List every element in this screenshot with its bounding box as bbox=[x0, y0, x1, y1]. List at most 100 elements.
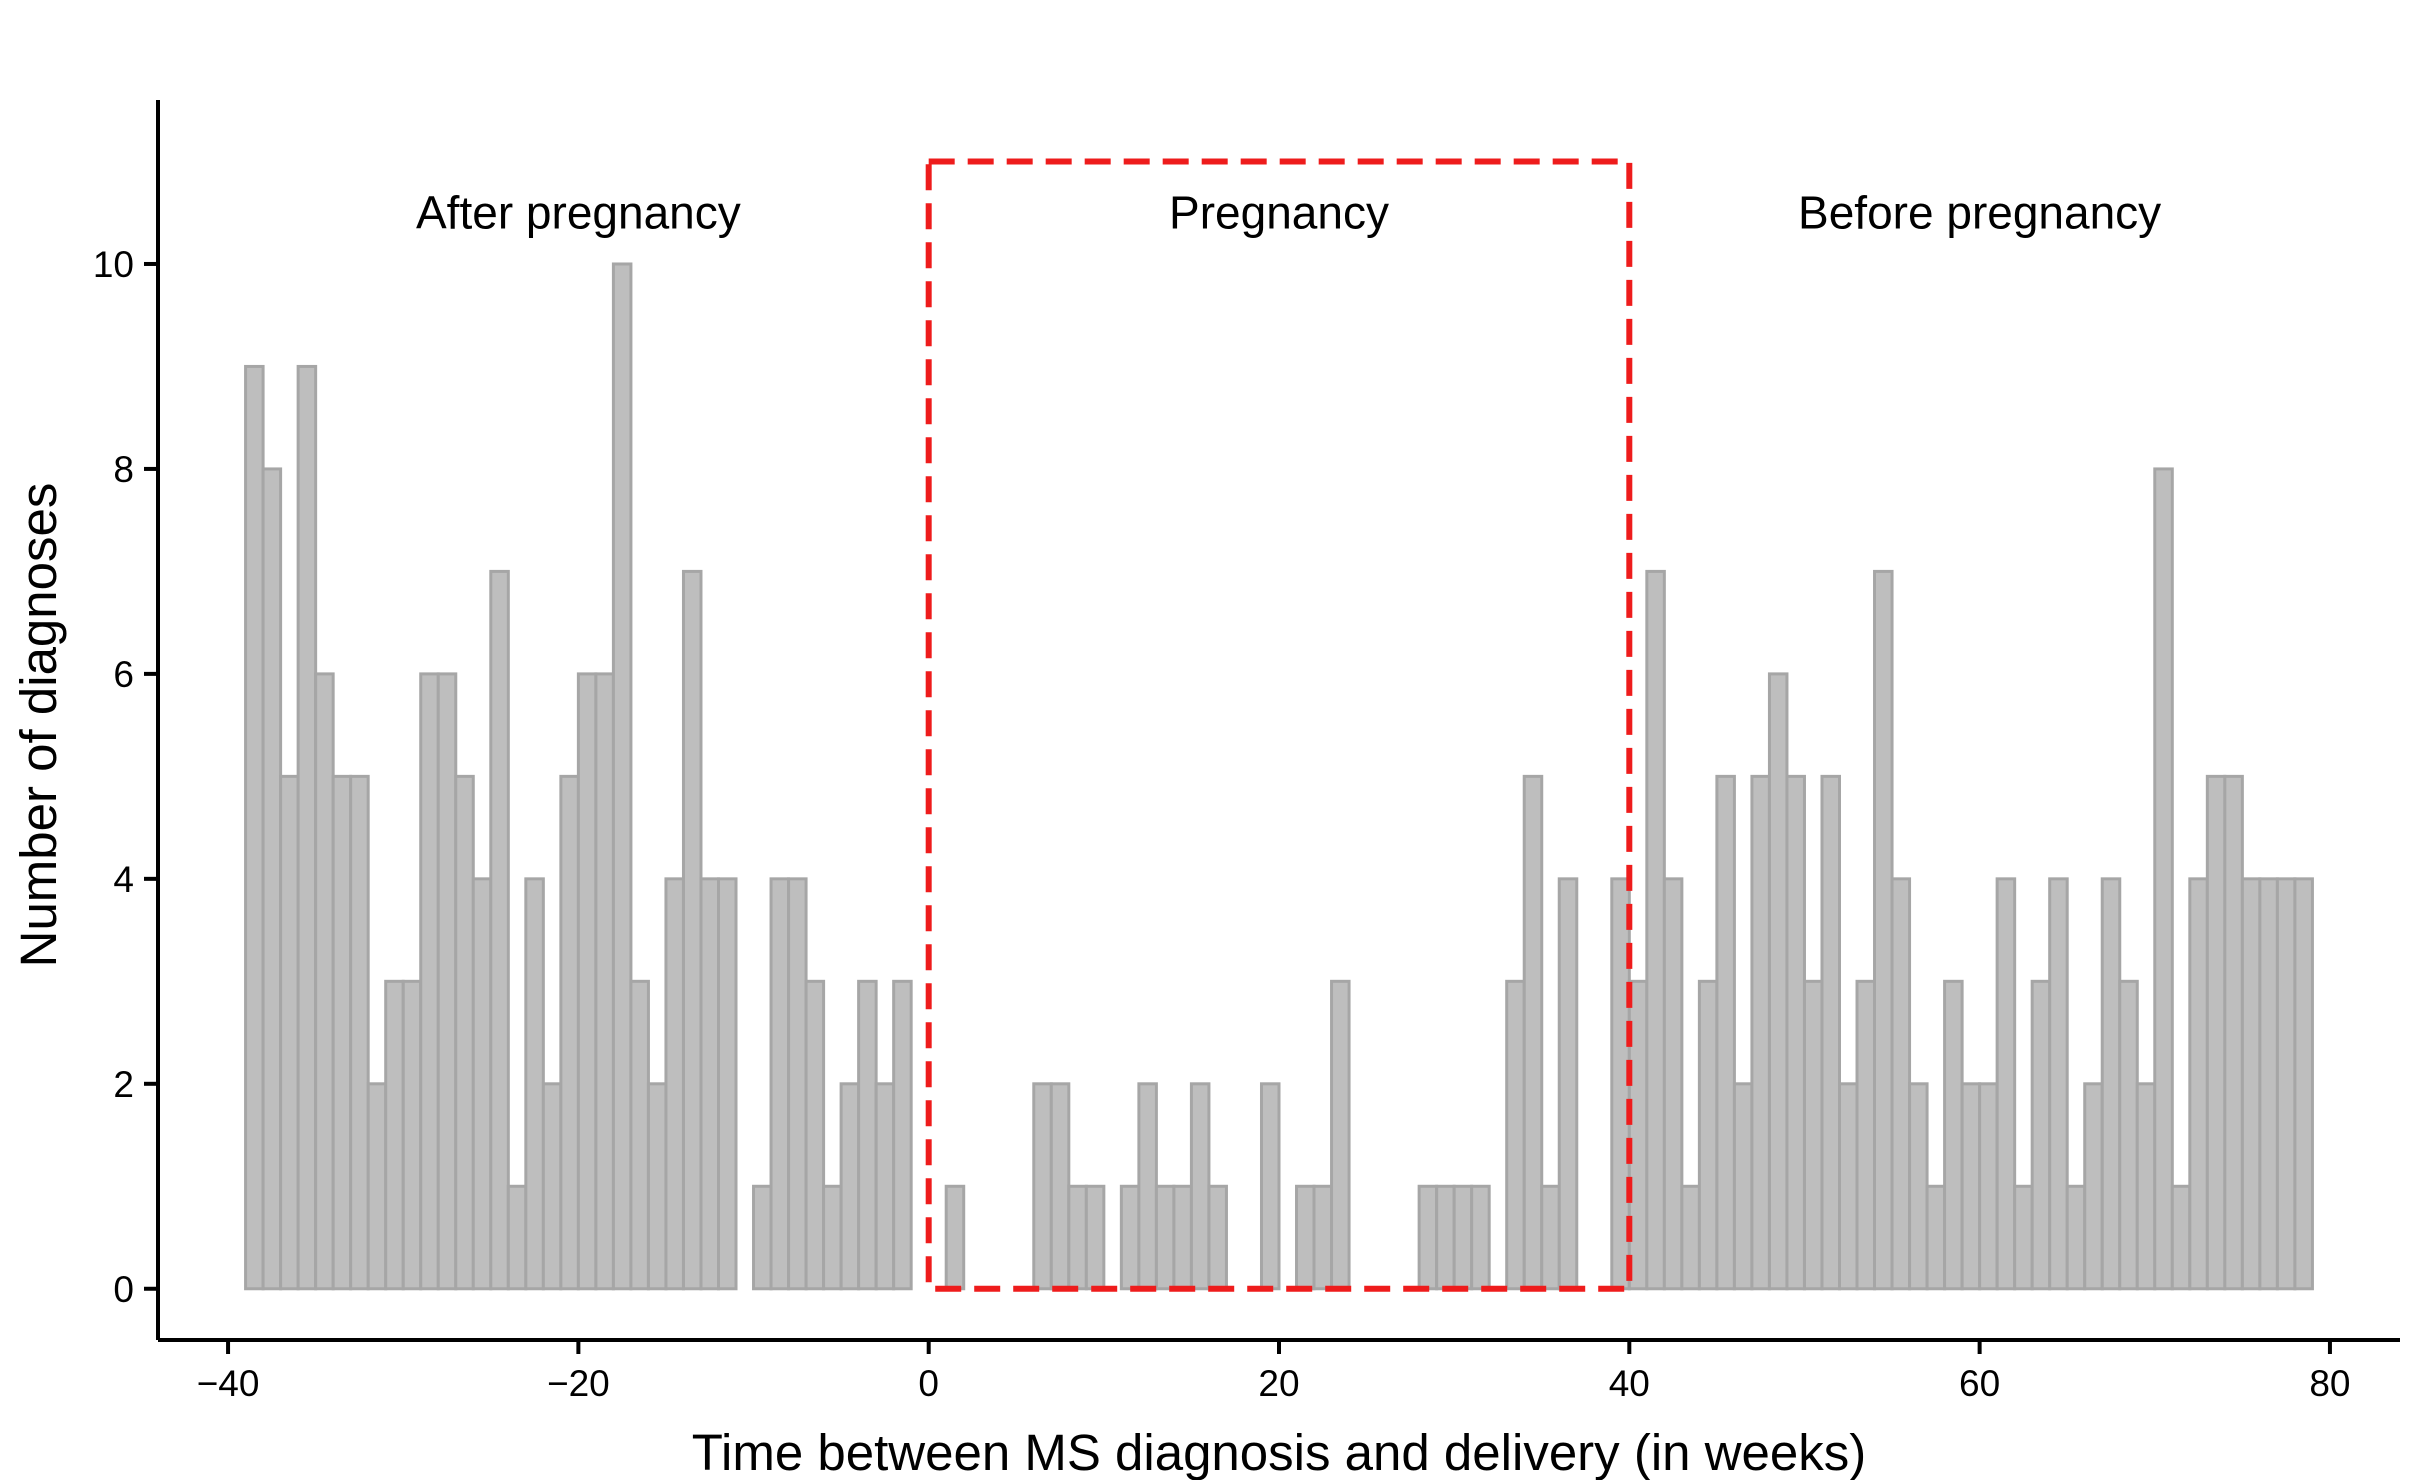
histogram-bar bbox=[1890, 877, 1912, 1291]
histogram-bar bbox=[2030, 979, 2052, 1291]
histogram-bar bbox=[1154, 1184, 1176, 1291]
x-tick-label: 60 bbox=[1959, 1363, 2000, 1404]
histogram-bar bbox=[804, 979, 826, 1291]
histogram-bar bbox=[822, 1184, 843, 1291]
histogram-bar bbox=[1067, 1184, 1088, 1291]
histogram-bar bbox=[944, 1184, 966, 1291]
histogram-bar bbox=[1540, 1184, 1561, 1291]
histogram-bar bbox=[857, 979, 878, 1291]
histogram-bar bbox=[506, 1184, 528, 1291]
histogram-bar bbox=[349, 774, 370, 1291]
histogram-bar bbox=[1855, 979, 1877, 1291]
histogram-bar bbox=[1032, 1082, 1053, 1291]
histogram-bar bbox=[1732, 1082, 1754, 1291]
region-labels: After pregnancy Pregnancy Before pregnancy bbox=[416, 187, 2161, 239]
bars-layer bbox=[244, 262, 2314, 1291]
region-label: After pregnancy bbox=[416, 187, 741, 239]
histogram-bar bbox=[261, 467, 283, 1291]
histogram-bar bbox=[2223, 774, 2244, 1291]
histogram-bar bbox=[2240, 877, 2262, 1291]
histogram-bar bbox=[1785, 774, 1806, 1291]
histogram-bar bbox=[717, 877, 738, 1291]
histogram-bar bbox=[1452, 1184, 1474, 1291]
histogram-bar bbox=[1680, 1184, 1701, 1291]
histogram-bar bbox=[1960, 1082, 1982, 1291]
histogram-bar bbox=[2013, 1184, 2034, 1291]
histogram-bar bbox=[1697, 979, 1719, 1291]
histogram-bar bbox=[559, 774, 580, 1291]
histogram-bar bbox=[752, 1184, 773, 1291]
histogram-bar bbox=[1925, 1184, 1947, 1291]
region-label: Pregnancy bbox=[1169, 187, 1389, 239]
histogram-bar bbox=[1750, 774, 1771, 1291]
y-tick-label: 8 bbox=[113, 449, 134, 490]
histogram-bar bbox=[2100, 877, 2122, 1291]
histogram-bar bbox=[1137, 1082, 1158, 1291]
histogram-bar bbox=[1662, 877, 1684, 1291]
histogram-bar bbox=[1995, 877, 2017, 1291]
histogram-bar bbox=[646, 1082, 668, 1291]
x-tick-label: 80 bbox=[2309, 1363, 2350, 1404]
histogram-bar bbox=[331, 774, 353, 1291]
y-tick-label: 6 bbox=[113, 654, 134, 695]
y-tick-label: 2 bbox=[113, 1064, 134, 1105]
y-tick-label: 4 bbox=[113, 859, 134, 900]
y-axis-title: Number of diagnoses bbox=[10, 483, 67, 968]
histogram-bar bbox=[874, 1082, 896, 1291]
histogram-bar bbox=[769, 877, 791, 1291]
histogram-bar bbox=[279, 774, 300, 1291]
histogram-bar bbox=[436, 672, 458, 1291]
histogram-bar bbox=[1049, 1082, 1071, 1291]
histogram-bar bbox=[611, 262, 633, 1291]
histogram-bar bbox=[1189, 1082, 1211, 1291]
histogram-bar bbox=[699, 877, 720, 1291]
x-tick-label: 40 bbox=[1609, 1363, 1650, 1404]
histogram-bar bbox=[1820, 774, 1841, 1291]
histogram-bar bbox=[314, 672, 335, 1291]
histogram-bar bbox=[1417, 1184, 1439, 1291]
histogram-bar bbox=[1505, 979, 1526, 1291]
pregnancy-region-box bbox=[925, 158, 1633, 1292]
histogram-bar bbox=[2153, 467, 2174, 1291]
x-tick-label: 20 bbox=[1258, 1363, 1299, 1404]
histogram-bar bbox=[1330, 979, 1351, 1291]
histogram-bar bbox=[489, 569, 510, 1291]
histogram-bar bbox=[1470, 1184, 1491, 1291]
histogram-bar bbox=[366, 1082, 388, 1291]
histogram-bar bbox=[1312, 1184, 1334, 1291]
histogram-bar bbox=[2188, 877, 2209, 1291]
histogram-bar bbox=[681, 569, 703, 1291]
x-axis-title: Time between MS diagnosis and delivery (… bbox=[692, 1424, 1866, 1480]
histogram-bar bbox=[471, 877, 493, 1291]
histogram-bar bbox=[2205, 774, 2227, 1291]
histogram-bar bbox=[1715, 774, 1736, 1291]
x-tick-label: 0 bbox=[918, 1363, 939, 1404]
histogram-bar bbox=[1645, 569, 1666, 1291]
y-axis: 0 2 4 6 8 10 bbox=[93, 100, 160, 1340]
x-tick-label: −40 bbox=[197, 1363, 260, 1404]
histogram-bar bbox=[2258, 877, 2279, 1291]
histogram-bar bbox=[2170, 1184, 2192, 1291]
histogram-bar bbox=[787, 877, 808, 1291]
histogram-bar bbox=[244, 364, 265, 1291]
histogram-bar bbox=[629, 979, 650, 1291]
histogram-bar bbox=[2275, 877, 2297, 1291]
histogram-bar bbox=[1767, 672, 1789, 1291]
y-tick-label: 10 bbox=[93, 244, 134, 285]
histogram-bar bbox=[1119, 1184, 1141, 1291]
histogram-bar bbox=[1172, 1184, 1193, 1291]
histogram-bar bbox=[1259, 1082, 1281, 1291]
histogram-bar bbox=[1802, 979, 1824, 1291]
histogram-bar bbox=[839, 1082, 861, 1291]
y-tick-label: 0 bbox=[113, 1269, 134, 1310]
histogram-bar bbox=[384, 979, 405, 1291]
histogram-bar bbox=[1943, 979, 1964, 1291]
histogram-bar bbox=[401, 979, 423, 1291]
histogram-bar bbox=[2065, 1184, 2087, 1291]
histogram-bar bbox=[524, 877, 545, 1291]
histogram-bar bbox=[1978, 1082, 1999, 1291]
histogram-bar bbox=[576, 672, 598, 1291]
histogram-bar bbox=[2135, 1082, 2157, 1291]
histogram-bar bbox=[594, 672, 615, 1291]
